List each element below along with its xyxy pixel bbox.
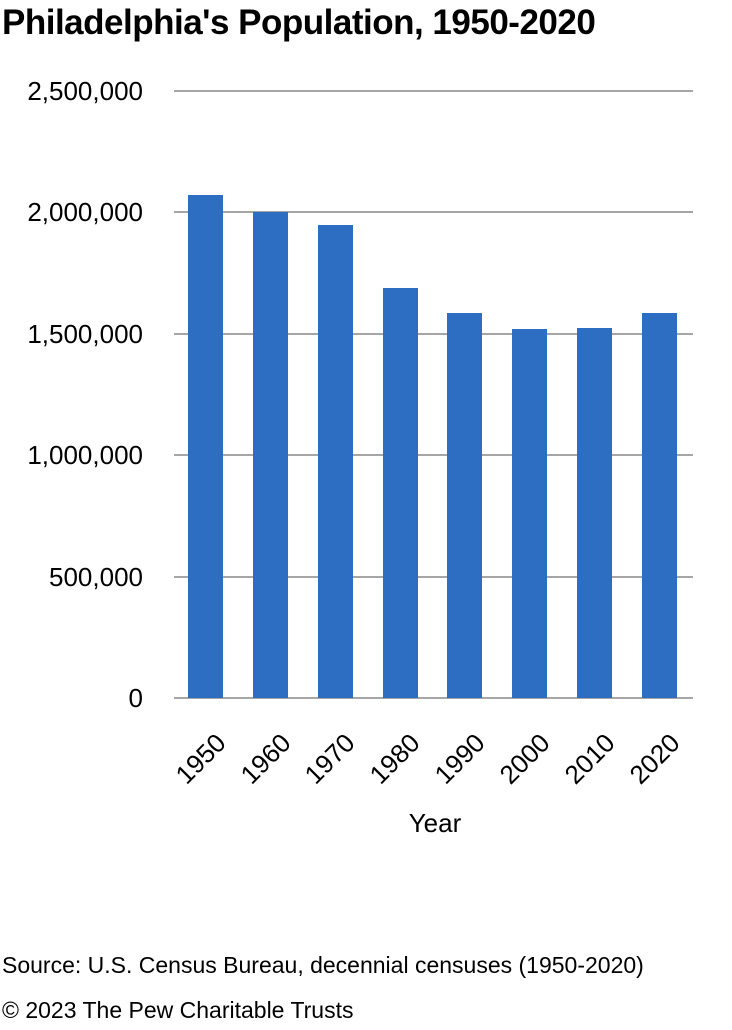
bar-2010 (577, 327, 613, 698)
y-axis-tick-label: 0 (128, 683, 143, 713)
x-axis-tick-label: 1960 (234, 727, 297, 790)
y-axis-tick-label: 1,500,000 (27, 318, 143, 349)
y-axis-tick-label: 2,500,000 (27, 76, 143, 106)
gridline (174, 575, 693, 578)
y-axis-tick-label: 1,000,000 (27, 440, 143, 471)
gridline (174, 332, 693, 335)
gridline (174, 454, 693, 457)
bar-1960 (252, 212, 288, 698)
chart-title: Philadelphia's Population, 1950-2020 (2, 3, 596, 42)
x-axis-tick-label: 1980 (363, 727, 426, 790)
gridline (174, 90, 693, 92)
x-axis-tick-label: 1950 (169, 727, 232, 790)
copyright-note: © 2023 The Pew Charitable Trusts (2, 997, 354, 1023)
bar-1970 (317, 224, 353, 698)
bar-2000 (512, 328, 548, 698)
x-axis-tick-label: 2020 (623, 727, 686, 790)
x-axis-line (174, 697, 693, 699)
bar-1950 (188, 195, 223, 698)
gridline (174, 211, 693, 214)
x-axis-tick-label: 1970 (298, 727, 362, 790)
x-axis-tick-label: 1990 (428, 727, 491, 790)
source-note: Source: U.S. Census Bureau, decennial ce… (2, 952, 644, 978)
x-axis-tick-label: 2000 (493, 727, 556, 790)
x-axis-title: Year (408, 808, 462, 838)
bar-1980 (382, 287, 418, 698)
x-axis-tick-label: 2010 (558, 727, 621, 790)
bar-2020 (641, 313, 677, 698)
bar-1990 (447, 313, 483, 698)
y-axis-tick-label: 500,000 (49, 561, 143, 592)
y-axis-tick-label: 2,000,000 (27, 197, 143, 228)
